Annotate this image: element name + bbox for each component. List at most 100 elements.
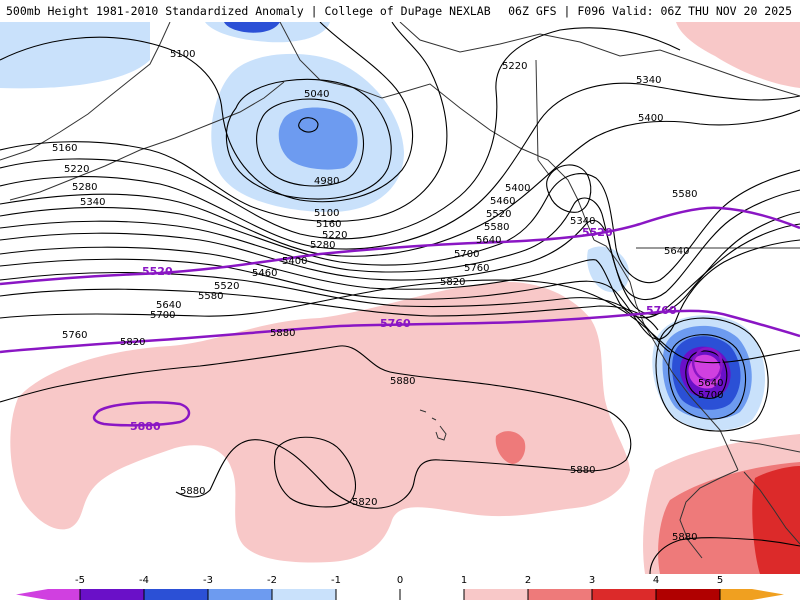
contour-5520 [0, 211, 800, 315]
colorbar-segment [720, 589, 752, 600]
purple-label-5760-b: 5760 [646, 304, 677, 317]
contour-5580 [0, 223, 800, 319]
anomaly-neg1-topleft [0, 22, 150, 89]
coastline-baja [679, 469, 739, 559]
map-title: 500mb Height 1981-2010 Standardized Anom… [6, 4, 491, 18]
label-5400-b: 5400 [505, 183, 530, 194]
colorbar-tick: 5 [716, 575, 724, 586]
colorbar-low-arrow [16, 589, 48, 600]
contour-5880-main [0, 345, 632, 509]
contour-4980 [256, 98, 364, 187]
purple-label-5760-a: 5760 [380, 317, 411, 330]
label-5100-a: 5100 [170, 49, 195, 60]
anomaly-colorbar [16, 589, 784, 600]
purple-contour-5880 [92, 401, 191, 427]
coastline-alaska [279, 22, 595, 241]
coastline-mexico-west [743, 471, 800, 545]
label-5280-a: 5280 [72, 182, 97, 193]
label-5880-a: 5880 [270, 328, 295, 339]
label-5580-a: 5580 [198, 291, 223, 302]
colorbar-segment [112, 589, 144, 600]
purple-label-5520-a: 5520 [142, 265, 173, 278]
label-5640-c: 5640 [664, 246, 689, 257]
label-5460-a: 5460 [252, 268, 277, 279]
label-5220-c: 5220 [502, 61, 527, 72]
label-5700-b: 5700 [454, 249, 479, 260]
label-5400-c: 5400 [638, 113, 663, 124]
height-contours [0, 22, 800, 574]
label-5580-b: 5580 [484, 222, 509, 233]
colorbar-tick: 4 [652, 575, 660, 586]
label-5160-b: 5160 [316, 219, 341, 230]
contour-5640 [0, 239, 800, 340]
colorbar-segment [592, 589, 656, 600]
colorbar-tick: -4 [139, 575, 149, 586]
contour-low-inner [298, 117, 319, 133]
label-5700-a: 5700 [150, 310, 175, 321]
label-5880-d: 5880 [570, 465, 595, 476]
label-5880-b: 5880 [390, 376, 415, 387]
coastline-aleutians [9, 81, 285, 201]
contour-5460 [0, 189, 800, 301]
label-5520-b: 5520 [486, 209, 511, 220]
colorbar-segment [656, 589, 720, 600]
label-5880-c: 5880 [180, 486, 205, 497]
contour-5280 [0, 82, 800, 250]
colorbar-tick: -1 [331, 575, 341, 586]
border-alaska-canada [535, 59, 551, 177]
colorbar-segment [272, 589, 336, 600]
purple-label-5880: 5880 [130, 420, 161, 433]
label-5280-b: 5280 [310, 240, 335, 251]
label-5220-b: 5220 [322, 230, 347, 241]
coastline-west-coast [635, 303, 739, 471]
label-5460-b: 5460 [490, 196, 515, 207]
colorbar-tick: -5 [75, 575, 85, 586]
contour-5640-cutoff [685, 350, 728, 399]
colorbar-tick: 0 [396, 575, 404, 586]
purple-contour-5520 [0, 206, 800, 286]
contour-5340-bc-trough [546, 164, 592, 213]
run-valid-info: 06Z GFS | F096 Valid: 06Z THU NOV 20 202… [508, 4, 792, 18]
anomaly-pos3-mexico [752, 466, 800, 574]
contour-5160 [0, 22, 448, 222]
label-5640-a: 5640 [156, 300, 181, 311]
colorbar-segment [144, 589, 208, 600]
label-5040: 5040 [304, 89, 329, 100]
colorbar-tick: 3 [588, 575, 596, 586]
label-4980: 4980 [314, 176, 339, 187]
label-5640-d: 5640 [698, 378, 723, 389]
label-5220-a: 5220 [64, 164, 89, 175]
label-5160-a: 5160 [52, 143, 77, 154]
contour-5100 [0, 22, 414, 203]
colorbar-tick-labels: -5 -4 -3 -2 -1 0 1 2 3 4 5 [0, 575, 800, 589]
contour-5820 [0, 279, 800, 364]
colorbar-tick: -2 [267, 575, 277, 586]
colorbar-tick-marks [79, 589, 721, 600]
contour-5700-cutoff [668, 334, 747, 420]
label-5640-b: 5640 [476, 235, 501, 246]
label-5820-b: 5820 [440, 277, 465, 288]
contour-5880-mexico [649, 537, 800, 574]
contour-labels: 5100 5040 4980 5100 5160 5220 5280 5340 … [52, 49, 723, 543]
colorbar-segment [528, 589, 592, 600]
label-5580-c: 5580 [672, 189, 697, 200]
map-canvas: 5100 5040 4980 5100 5160 5220 5280 5340 … [0, 22, 800, 574]
highlight-labels: 5520 5520 5760 5760 5880 [130, 226, 677, 433]
colorbar-tick: 2 [524, 575, 532, 586]
anomaly-pos2-hawaii [495, 431, 526, 464]
border-us-mexico [729, 439, 800, 453]
contour-5220 [0, 27, 681, 240]
label-5340-b: 5340 [636, 75, 661, 86]
contour-5400 [0, 169, 800, 284]
label-5760-b: 5760 [464, 263, 489, 274]
anomaly-pos1-subtropics [10, 281, 630, 563]
purple-contour-cutoff [691, 347, 723, 382]
label-5760-a: 5760 [62, 330, 87, 341]
contour-5760-cutoff [655, 317, 769, 432]
label-5400-a: 5400 [282, 256, 307, 267]
coastlines [0, 22, 800, 559]
coastline-hawaii [419, 409, 447, 441]
colorbar-tick: 1 [460, 575, 468, 586]
header-bar: 500mb Height 1981-2010 Standardized Anom… [0, 0, 800, 22]
